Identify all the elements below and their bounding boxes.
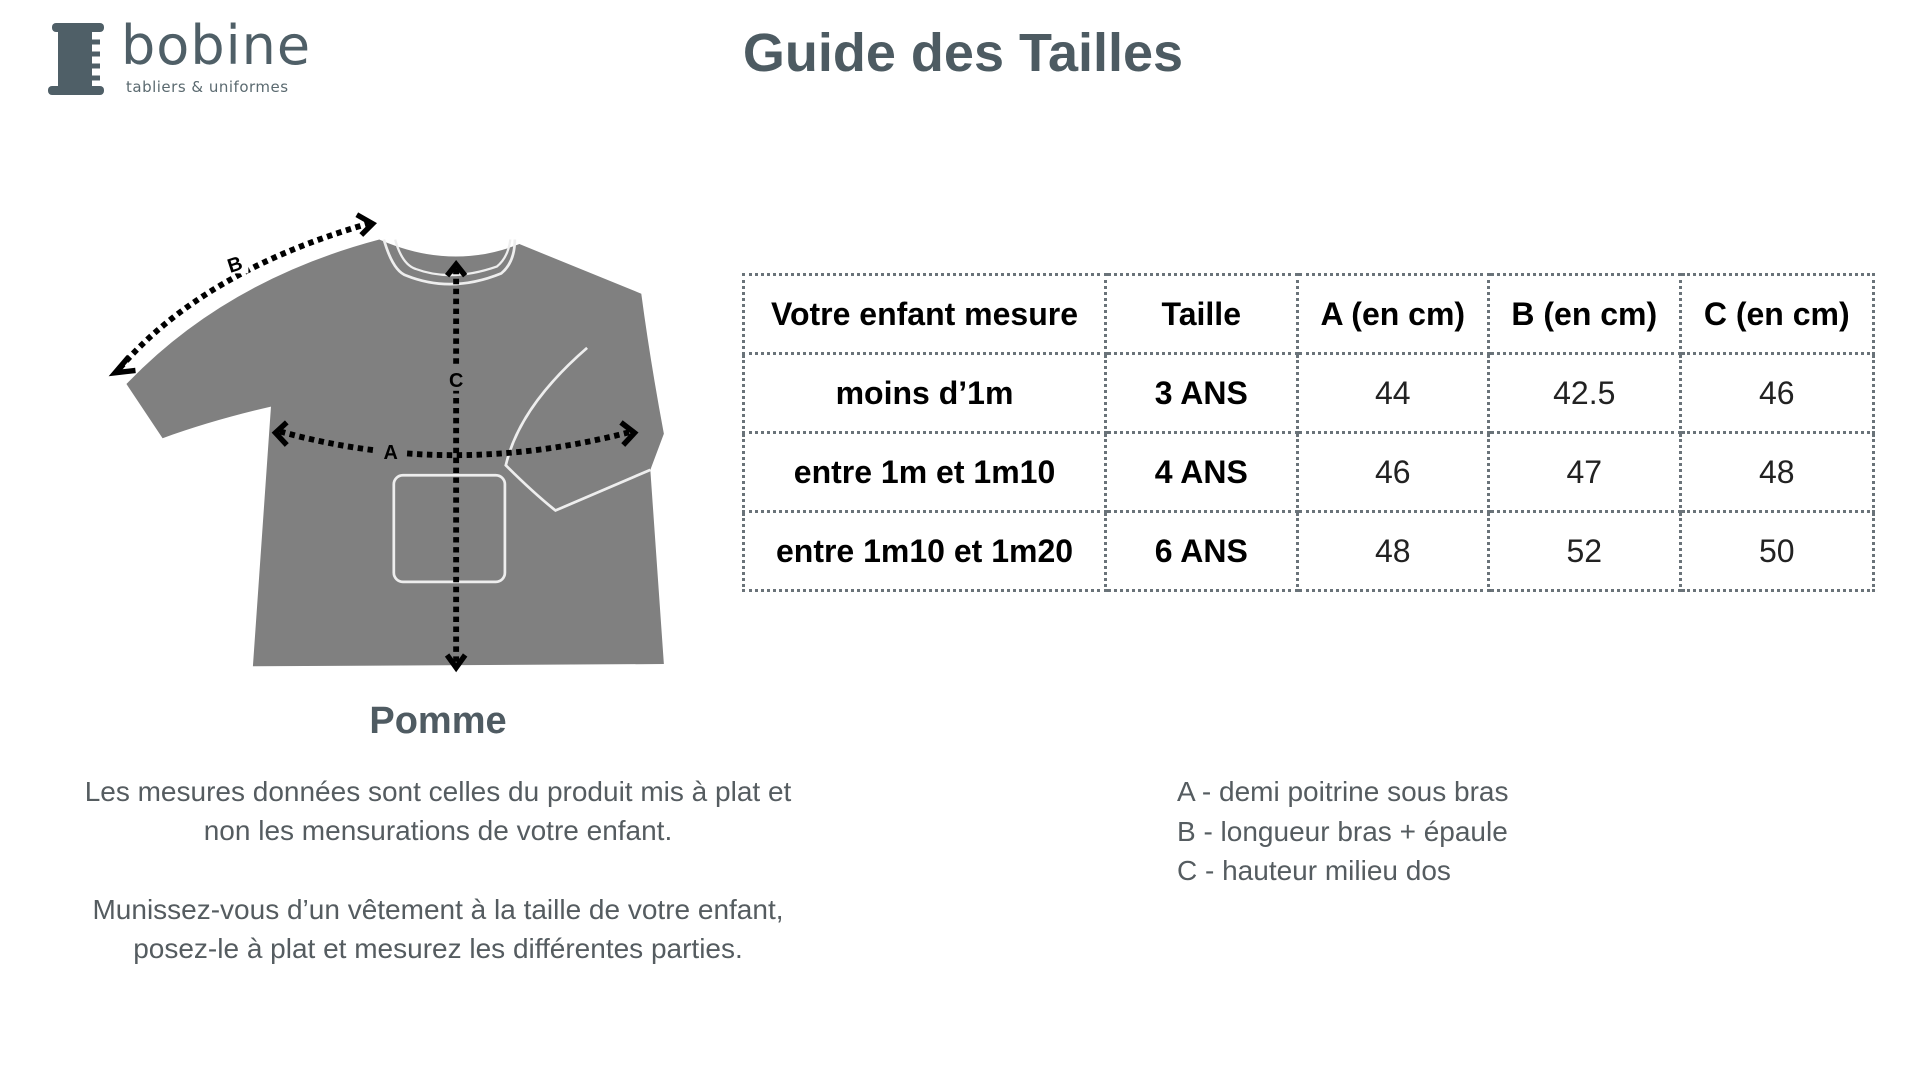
arrowhead <box>444 260 468 278</box>
cell-b: 52 <box>1487 510 1682 592</box>
measure-b-line <box>117 220 369 371</box>
note-line: Munissez-vous d’un vêtement à la taille … <box>92 894 784 925</box>
cell-c: 50 <box>1678 510 1875 592</box>
page-title: Guide des Tailles <box>742 23 1184 83</box>
arrowhead <box>619 420 639 447</box>
arrowhead <box>355 212 378 237</box>
collar-line-inner <box>394 239 512 277</box>
spool-icon <box>48 23 104 95</box>
table-row: entre 1m et 1m10 4 ANS 46 47 48 <box>742 431 1875 513</box>
header-child-height: Votre enfant mesure <box>742 273 1107 355</box>
logo-tagline: tabliers & uniformes <box>126 78 289 96</box>
header-a: A (en cm) <box>1295 273 1491 355</box>
note-instructions: Munissez-vous d’un vêtement à la taille … <box>18 890 858 968</box>
label-b: B <box>225 252 245 277</box>
note-flat-measure: Les mesures données sont celles du produ… <box>18 772 858 850</box>
size-table: Votre enfant mesure Taille A (en cm) B (… <box>742 273 1875 592</box>
cell-size: 3 ANS <box>1104 352 1299 434</box>
arrowhead <box>271 420 289 447</box>
cell-height: moins d’1m <box>742 352 1107 434</box>
cell-height: entre 1m10 et 1m20 <box>742 510 1107 592</box>
garment-diagram: A B C <box>108 212 664 673</box>
arrowhead <box>108 355 136 377</box>
measurement-legend: A - demi poitrine sous bras B - longueur… <box>1177 772 1509 891</box>
collar-line <box>382 239 517 286</box>
cell-b: 47 <box>1487 431 1682 513</box>
note-line: non les mensurations de votre enfant. <box>203 815 673 846</box>
cell-a: 48 <box>1295 510 1491 592</box>
cell-height: entre 1m et 1m10 <box>742 431 1107 513</box>
logo-wordmark: bobine <box>121 14 312 77</box>
cell-a: 44 <box>1295 352 1491 434</box>
cell-size: 6 ANS <box>1104 510 1299 592</box>
legend-a: A - demi poitrine sous bras <box>1177 776 1509 807</box>
label-a: A <box>383 442 397 464</box>
legend-b: B - longueur bras + épaule <box>1177 815 1508 847</box>
sleeve-line <box>504 346 651 513</box>
header-c: C (en cm) <box>1678 273 1875 355</box>
cell-a: 46 <box>1295 431 1491 513</box>
logo: bobine tabliers & uniformes <box>46 14 310 100</box>
arrowhead <box>444 653 468 673</box>
note-line: Les mesures données sont celles du produ… <box>84 776 792 807</box>
cell-c: 48 <box>1678 431 1875 513</box>
label-c: C <box>449 370 463 392</box>
header-size: Taille <box>1104 273 1299 355</box>
cell-size: 4 ANS <box>1104 431 1299 513</box>
cell-b: 42.5 <box>1487 352 1682 434</box>
legend-c: C - hauteur milieu dos <box>1177 855 1451 886</box>
note-line: posez-le à plat et mesurez les différent… <box>133 933 743 964</box>
table-header-row: Votre enfant mesure Taille A (en cm) B (… <box>742 273 1875 355</box>
header-b: B (en cm) <box>1487 273 1682 355</box>
cell-c: 46 <box>1678 352 1875 434</box>
product-name: Pomme <box>369 700 507 742</box>
table-row: entre 1m10 et 1m20 6 ANS 48 52 50 <box>742 510 1875 592</box>
table-row: moins d’1m 3 ANS 44 42.5 46 <box>742 352 1875 434</box>
pocket <box>392 473 507 584</box>
